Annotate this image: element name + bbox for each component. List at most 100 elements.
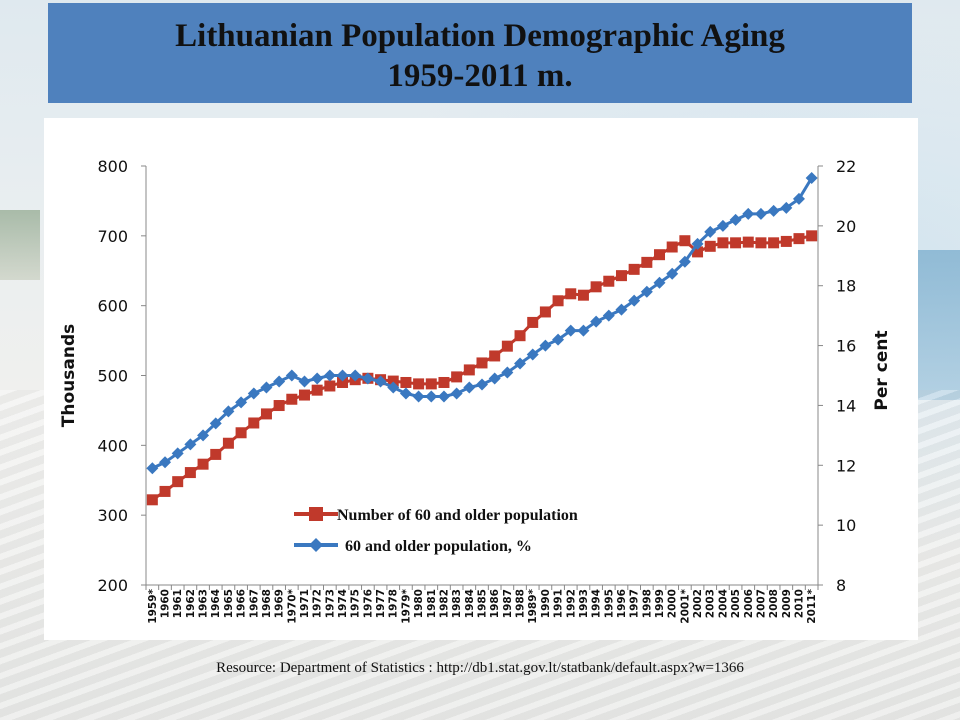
- legend-label: Number of 60 and older population: [337, 507, 578, 524]
- data-point-percent: [640, 285, 653, 298]
- x-tick-label: 1987: [502, 589, 514, 618]
- data-point-count: [780, 235, 792, 247]
- source-note: Resource: Department of Statistics : htt…: [216, 660, 744, 676]
- x-tick-label: 1959*: [147, 588, 159, 623]
- data-point-count: [197, 458, 209, 470]
- data-point-percent: [590, 315, 603, 328]
- data-point-percent: [387, 381, 400, 394]
- data-point-percent: [184, 438, 197, 451]
- x-tick-label: 2005: [730, 589, 742, 618]
- data-point-percent: [577, 324, 590, 337]
- x-tick-label: 2010: [793, 589, 805, 618]
- data-point-count: [260, 408, 272, 420]
- x-tick-label: 1966: [236, 589, 248, 618]
- x-tick-label: 2004: [717, 589, 729, 618]
- y-left-tick-label: 400: [97, 436, 128, 455]
- x-tick-label: 2011*: [806, 588, 818, 623]
- data-point-count: [806, 230, 818, 242]
- data-point-count: [666, 241, 678, 253]
- data-point-count: [501, 340, 513, 352]
- x-tick-label: 1986: [489, 589, 501, 618]
- data-point-count: [451, 371, 463, 383]
- x-tick-label: 2000: [667, 589, 679, 618]
- data-point-percent: [678, 255, 691, 268]
- data-point-percent: [666, 267, 679, 280]
- x-tick-label: 1999: [654, 589, 666, 618]
- chart-axes: 200 300 400 500 600 700 800 8 10 12 14 16 18 20 22 1959…: [59, 157, 892, 624]
- data-point-count: [298, 389, 310, 401]
- x-tick-label: 1971: [299, 589, 311, 618]
- data-point-count: [489, 350, 501, 362]
- data-point-count: [425, 378, 437, 390]
- x-tick-label: 1980: [413, 589, 425, 618]
- y-left-tick-label: 500: [97, 367, 128, 386]
- data-point-percent: [514, 357, 527, 370]
- data-point-percent: [628, 294, 641, 307]
- y-left-tick-label: 700: [97, 227, 128, 246]
- y-left-tick-label: 800: [97, 157, 128, 176]
- data-point-count: [210, 448, 222, 460]
- data-point-percent: [742, 207, 755, 220]
- data-point-percent: [754, 207, 767, 220]
- x-tick-label: 2008: [768, 589, 780, 618]
- data-point-percent: [476, 378, 488, 391]
- data-point-count: [387, 375, 399, 387]
- data-point-count: [755, 237, 767, 249]
- x-tick-label: 1991: [553, 589, 565, 618]
- x-tick-label: 1979*: [400, 588, 412, 623]
- data-point-percent: [349, 369, 362, 382]
- data-point-count: [476, 357, 488, 369]
- data-point-percent: [425, 390, 438, 403]
- data-point-percent: [285, 369, 298, 382]
- data-point-percent: [501, 366, 514, 379]
- data-point-percent: [260, 381, 273, 394]
- data-point-percent: [374, 375, 387, 388]
- y-left-tick-label: 200: [97, 576, 128, 595]
- x-tick-label: 2007: [755, 589, 767, 618]
- y-right-tick-label: 14: [836, 396, 856, 415]
- data-point-count: [793, 233, 805, 245]
- data-point-count: [463, 364, 475, 376]
- y-right-tick-label: 22: [836, 157, 856, 176]
- x-tick-label: 1962: [185, 589, 197, 618]
- data-point-count: [172, 476, 184, 488]
- y-right-tick-label: 8: [836, 576, 846, 595]
- data-point-count: [654, 249, 666, 261]
- x-tick-label: 1975: [350, 589, 362, 618]
- data-point-count: [311, 384, 323, 396]
- data-point-percent: [197, 429, 210, 442]
- chart-series: [146, 171, 818, 506]
- data-point-count: [184, 467, 196, 479]
- data-point-count: [286, 393, 298, 405]
- x-tick-label: 2006: [743, 589, 755, 618]
- data-point-percent: [691, 237, 704, 250]
- y-right-tick-label: 12: [836, 456, 856, 475]
- data-point-percent: [209, 417, 222, 430]
- data-point-percent: [336, 369, 349, 382]
- data-point-count: [438, 376, 450, 388]
- data-point-count: [742, 236, 754, 248]
- x-tick-label: 1996: [616, 589, 628, 618]
- data-point-percent: [716, 219, 729, 232]
- data-point-percent: [311, 372, 324, 385]
- data-point-percent: [805, 171, 818, 184]
- x-tick-label: 1973: [324, 589, 336, 618]
- y-axis-right-title: Per cent: [872, 330, 892, 410]
- x-tick-label: 1988: [515, 589, 527, 618]
- x-tick-label: 2009: [781, 589, 793, 618]
- x-tick-label: 1983: [451, 589, 463, 618]
- data-point-count: [324, 380, 336, 392]
- x-tick-label: 1969: [274, 589, 286, 618]
- data-point-percent: [653, 276, 666, 289]
- x-tick-label: 1970*: [286, 588, 298, 623]
- y-right-tick-label: 18: [836, 277, 856, 296]
- data-point-percent: [704, 225, 717, 238]
- data-point-count: [704, 240, 716, 252]
- data-point-percent: [602, 309, 615, 322]
- data-point-count: [159, 485, 171, 497]
- data-point-count: [273, 400, 285, 412]
- data-point-percent: [171, 447, 184, 460]
- data-point-count: [590, 281, 602, 293]
- data-point-count: [552, 295, 564, 307]
- legend-label: 60 and older population, %: [345, 538, 532, 555]
